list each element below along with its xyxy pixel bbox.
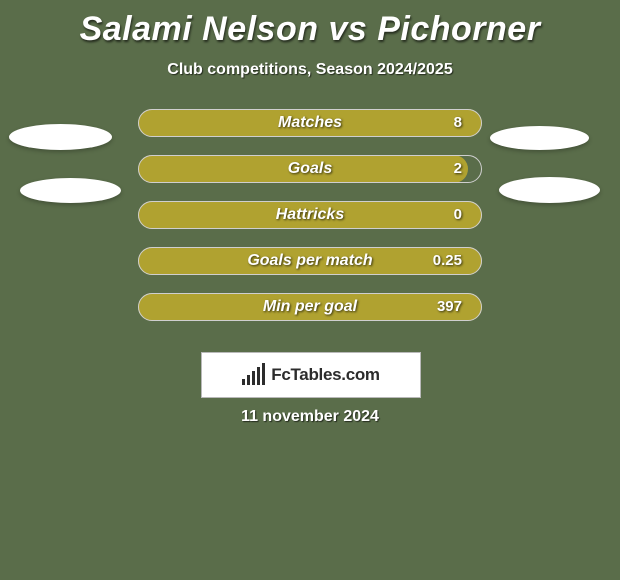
logo-text: FcTables.com — [271, 365, 380, 385]
metric-value: 0 — [454, 201, 462, 229]
metric-label: Min per goal — [0, 293, 620, 321]
page-title: Salami Nelson vs Pichorner — [0, 0, 620, 49]
metric-row: Goals per match0.25 — [0, 247, 620, 275]
fctables-logo[interactable]: FcTables.com — [201, 352, 421, 398]
metric-label: Goals per match — [0, 247, 620, 275]
metric-row: Hattricks0 — [0, 201, 620, 229]
decorative-ellipse — [499, 177, 600, 203]
logo-chart-icon — [242, 365, 265, 385]
subtitle: Club competitions, Season 2024/2025 — [0, 61, 620, 79]
metric-value: 0.25 — [433, 247, 462, 275]
metric-value: 8 — [454, 109, 462, 137]
metric-value: 2 — [454, 155, 462, 183]
metric-row: Min per goal397 — [0, 293, 620, 321]
metric-label: Hattricks — [0, 201, 620, 229]
decorative-ellipse — [490, 126, 589, 150]
decorative-ellipse — [9, 124, 112, 150]
stats-card: Salami Nelson vs Pichorner Club competit… — [0, 0, 620, 580]
date-label: 11 november 2024 — [0, 408, 620, 426]
decorative-ellipse — [20, 178, 121, 203]
metric-value: 397 — [437, 293, 462, 321]
